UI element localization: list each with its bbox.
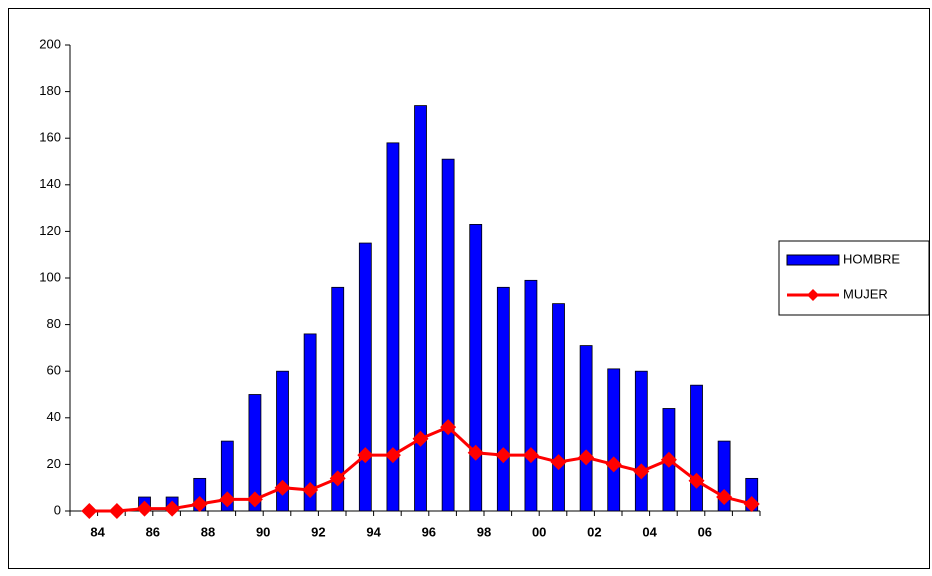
bar bbox=[414, 105, 427, 512]
x-tick-label: 00 bbox=[532, 524, 546, 539]
marker bbox=[605, 456, 622, 473]
marker bbox=[191, 496, 208, 513]
marker bbox=[522, 447, 539, 464]
x-tick-label: 88 bbox=[201, 524, 215, 539]
y-tick-label: 180 bbox=[39, 83, 61, 98]
bar bbox=[690, 384, 703, 512]
marker bbox=[688, 472, 705, 489]
chart-frame bbox=[8, 8, 930, 569]
x-tick-label: 94 bbox=[366, 524, 381, 539]
y-tick-label: 0 bbox=[54, 502, 61, 517]
y-tick-label: 140 bbox=[39, 176, 61, 191]
y-tick-label: 160 bbox=[39, 130, 61, 145]
marker bbox=[440, 419, 457, 436]
x-tick-label: 90 bbox=[256, 524, 270, 539]
x-tick-label: 04 bbox=[642, 524, 657, 539]
marker bbox=[384, 447, 401, 464]
marker bbox=[357, 447, 374, 464]
marker bbox=[81, 503, 98, 519]
marker bbox=[219, 491, 236, 508]
bar bbox=[358, 242, 372, 512]
y-tick-label: 20 bbox=[47, 456, 61, 471]
marker bbox=[274, 479, 291, 496]
bar bbox=[441, 158, 455, 512]
x-tick-label: 84 bbox=[90, 524, 105, 539]
marker bbox=[743, 496, 760, 513]
marker bbox=[578, 449, 595, 466]
y-tick-label: 100 bbox=[39, 269, 61, 284]
bar bbox=[386, 142, 400, 512]
marker bbox=[164, 500, 181, 517]
marker bbox=[660, 451, 677, 468]
marker bbox=[633, 463, 650, 480]
x-tick-label: 86 bbox=[146, 524, 160, 539]
bar bbox=[579, 345, 593, 512]
marker bbox=[302, 482, 319, 499]
y-tick-label: 200 bbox=[39, 36, 61, 51]
x-tick-label: 98 bbox=[477, 524, 491, 539]
marker bbox=[246, 491, 263, 508]
marker bbox=[329, 470, 346, 487]
marker bbox=[550, 454, 567, 471]
y-tick-label: 40 bbox=[47, 409, 61, 424]
bar bbox=[524, 279, 538, 512]
bar bbox=[248, 394, 262, 512]
marker bbox=[136, 500, 153, 517]
x-tick-label: 92 bbox=[311, 524, 325, 539]
y-tick-label: 80 bbox=[47, 316, 61, 331]
marker bbox=[108, 503, 125, 519]
marker bbox=[495, 447, 512, 464]
bar bbox=[496, 286, 510, 512]
y-tick-label: 120 bbox=[39, 223, 61, 238]
bar bbox=[303, 333, 317, 512]
legend-swatch bbox=[786, 254, 840, 266]
x-tick-label: 02 bbox=[587, 524, 601, 539]
legend-marker bbox=[807, 289, 819, 301]
y-tick-label: 60 bbox=[47, 363, 61, 378]
marker bbox=[716, 489, 733, 506]
x-tick-label: 06 bbox=[698, 524, 712, 539]
x-tick-label: 96 bbox=[422, 524, 436, 539]
bar bbox=[634, 370, 648, 512]
bar bbox=[469, 224, 483, 512]
legend-box bbox=[778, 240, 930, 316]
bar bbox=[331, 286, 345, 512]
bar bbox=[220, 440, 234, 512]
bar bbox=[276, 370, 289, 512]
bar bbox=[607, 368, 621, 512]
bar bbox=[552, 303, 565, 512]
marker bbox=[467, 444, 484, 461]
legend-label: HOMBRE bbox=[843, 251, 900, 266]
legend-label: MUJER bbox=[843, 286, 888, 301]
marker bbox=[412, 430, 429, 447]
